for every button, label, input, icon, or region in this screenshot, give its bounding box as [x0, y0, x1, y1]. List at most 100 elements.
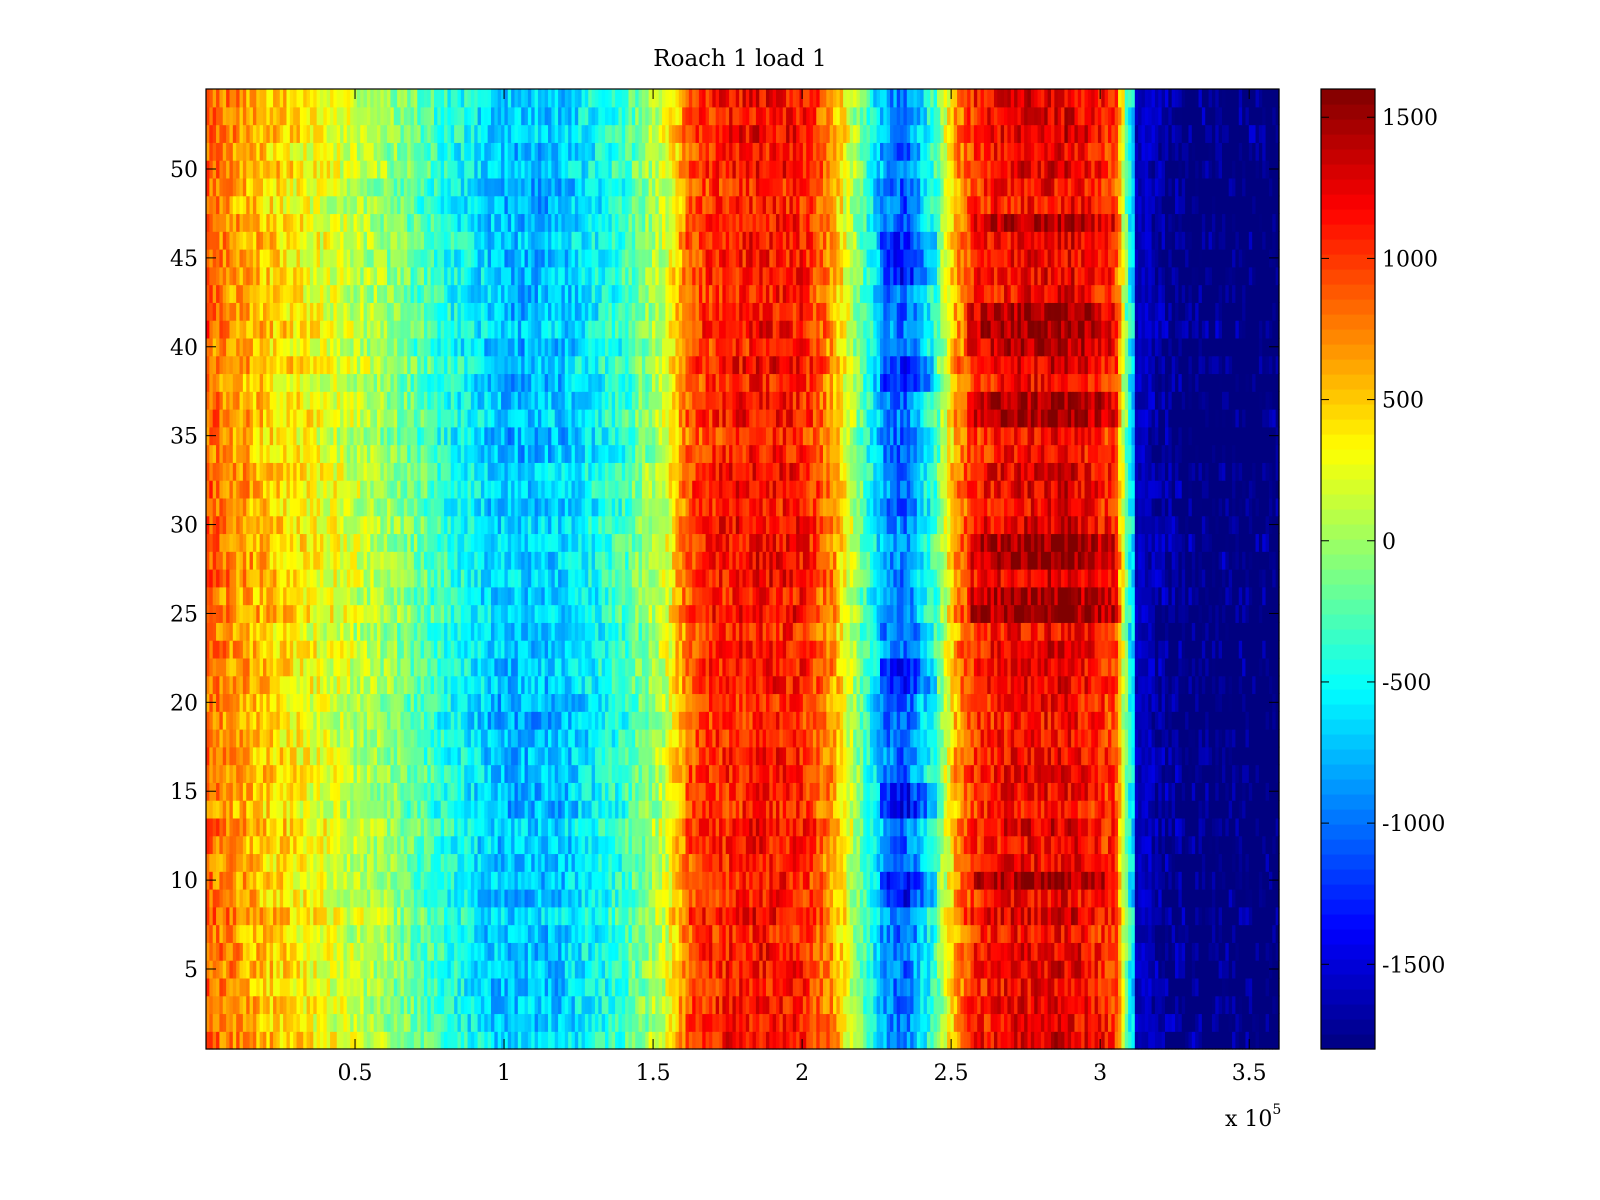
heatmap-cell [299, 906, 304, 926]
heatmap-cell [296, 977, 301, 997]
heatmap-cell [1208, 1031, 1213, 1050]
heatmap-cell [239, 782, 244, 801]
heatmap-cell [1164, 835, 1169, 855]
heatmap-cell [393, 977, 398, 997]
heatmap-cell [1252, 960, 1257, 979]
heatmap-cell [1232, 1031, 1237, 1050]
heatmap-cell [776, 871, 780, 890]
heatmap-cell [993, 817, 998, 837]
heatmap-cell [303, 924, 308, 943]
heatmap-cell [356, 924, 361, 943]
heatmap-cell [1248, 800, 1253, 819]
heatmap-cell [212, 853, 217, 872]
heatmap-cell [360, 995, 365, 1015]
heatmap-cell [1245, 835, 1250, 855]
heatmap-cell [330, 835, 335, 855]
heatmap-cell [635, 942, 640, 961]
heatmap-cell [323, 764, 328, 783]
heatmap-cell [739, 995, 744, 1015]
heatmap-cell [252, 960, 257, 979]
heatmap-cell [1258, 800, 1263, 819]
heatmap-cell [333, 1031, 338, 1050]
heatmap-cell [1034, 942, 1039, 961]
heatmap-cell [1255, 977, 1260, 997]
heatmap-cell [366, 995, 371, 1015]
heatmap-cell [242, 782, 247, 801]
heatmap-cell [413, 817, 418, 837]
heatmap-cell [715, 924, 720, 943]
heatmap-cell [853, 800, 858, 819]
heatmap-cell [1195, 871, 1200, 890]
heatmap-cell [527, 782, 532, 801]
heatmap-cell [484, 1013, 489, 1032]
heatmap-cell [470, 835, 475, 855]
heatmap-cell [1211, 1031, 1216, 1050]
heatmap-cell [497, 924, 502, 943]
heatmap-cell [484, 889, 489, 908]
heatmap-cell [1000, 889, 1005, 908]
heatmap-cell [1191, 782, 1196, 801]
heatmap-cell [464, 782, 469, 801]
heatmap-cell [360, 977, 365, 997]
heatmap-cell [551, 871, 556, 890]
heatmap-cell [333, 942, 338, 961]
heatmap-cell [340, 942, 345, 961]
heatmap-cell [561, 924, 566, 943]
heatmap-cell [326, 817, 331, 837]
heatmap-cell [608, 1013, 613, 1032]
heatmap-cell [769, 977, 774, 997]
heatmap-cell [554, 924, 559, 943]
heatmap-cell [826, 924, 831, 943]
heatmap-cell [336, 960, 341, 979]
heatmap-cell [1252, 889, 1257, 908]
heatmap-cell [440, 817, 445, 837]
heatmap-cell [464, 764, 469, 783]
heatmap-cell [1255, 817, 1260, 837]
heatmap-cell [511, 1031, 516, 1050]
heatmap-cell [967, 942, 972, 961]
heatmap-cell [1185, 1031, 1190, 1050]
heatmap-cell [997, 800, 1002, 819]
heatmap-cell [1248, 906, 1253, 926]
heatmap-cell [1128, 960, 1133, 979]
heatmap-cell [1047, 924, 1052, 943]
heatmap-cell [417, 889, 422, 908]
heatmap-cell [970, 871, 975, 890]
heatmap-cell [1101, 1031, 1106, 1050]
heatmap-cell [819, 800, 824, 819]
heatmap-cell [350, 889, 355, 908]
heatmap-cell [548, 871, 552, 890]
heatmap-cell [1238, 800, 1243, 819]
heatmap-cell [242, 977, 247, 997]
heatmap-cell [393, 942, 398, 961]
heatmap-cell [755, 835, 760, 855]
heatmap-cell [561, 800, 566, 819]
heatmap-cell [846, 764, 851, 783]
heatmap-cell [326, 924, 331, 943]
heatmap-cell [517, 1013, 522, 1032]
heatmap-cell [423, 871, 428, 890]
heatmap-cell [537, 977, 542, 997]
heatmap-cell [856, 1031, 861, 1050]
heatmap-cell [484, 800, 489, 819]
heatmap-cell [839, 871, 844, 890]
heatmap-cell [450, 977, 455, 997]
heatmap-cell [846, 782, 851, 801]
heatmap-cell [729, 906, 734, 926]
heatmap-cell [1014, 1013, 1019, 1032]
heatmap-cell [812, 835, 817, 855]
heatmap-cell [494, 800, 499, 819]
heatmap-cell [383, 889, 388, 908]
heatmap-cell [1081, 871, 1086, 890]
heatmap-cell [729, 764, 734, 783]
heatmap-cell [631, 800, 636, 819]
heatmap-cell [859, 764, 864, 783]
heatmap-cell [594, 906, 599, 926]
heatmap-cell [273, 1031, 278, 1050]
heatmap-cell [363, 782, 368, 801]
heatmap-cell [1000, 853, 1005, 872]
heatmap-cell [1047, 817, 1052, 837]
heatmap-cell [675, 977, 680, 997]
heatmap-cell [883, 817, 888, 837]
heatmap-cell [833, 960, 837, 979]
